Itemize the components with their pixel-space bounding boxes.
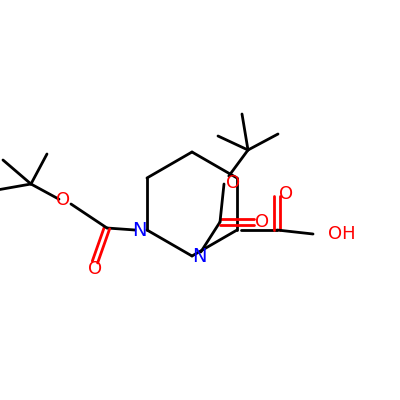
Text: O: O bbox=[88, 260, 102, 278]
Text: OH: OH bbox=[328, 225, 356, 243]
Text: O: O bbox=[255, 213, 269, 231]
Text: O: O bbox=[279, 185, 293, 203]
Text: O: O bbox=[56, 191, 70, 209]
Text: N: N bbox=[192, 246, 206, 266]
Text: O: O bbox=[226, 174, 240, 192]
Text: N: N bbox=[132, 220, 147, 240]
